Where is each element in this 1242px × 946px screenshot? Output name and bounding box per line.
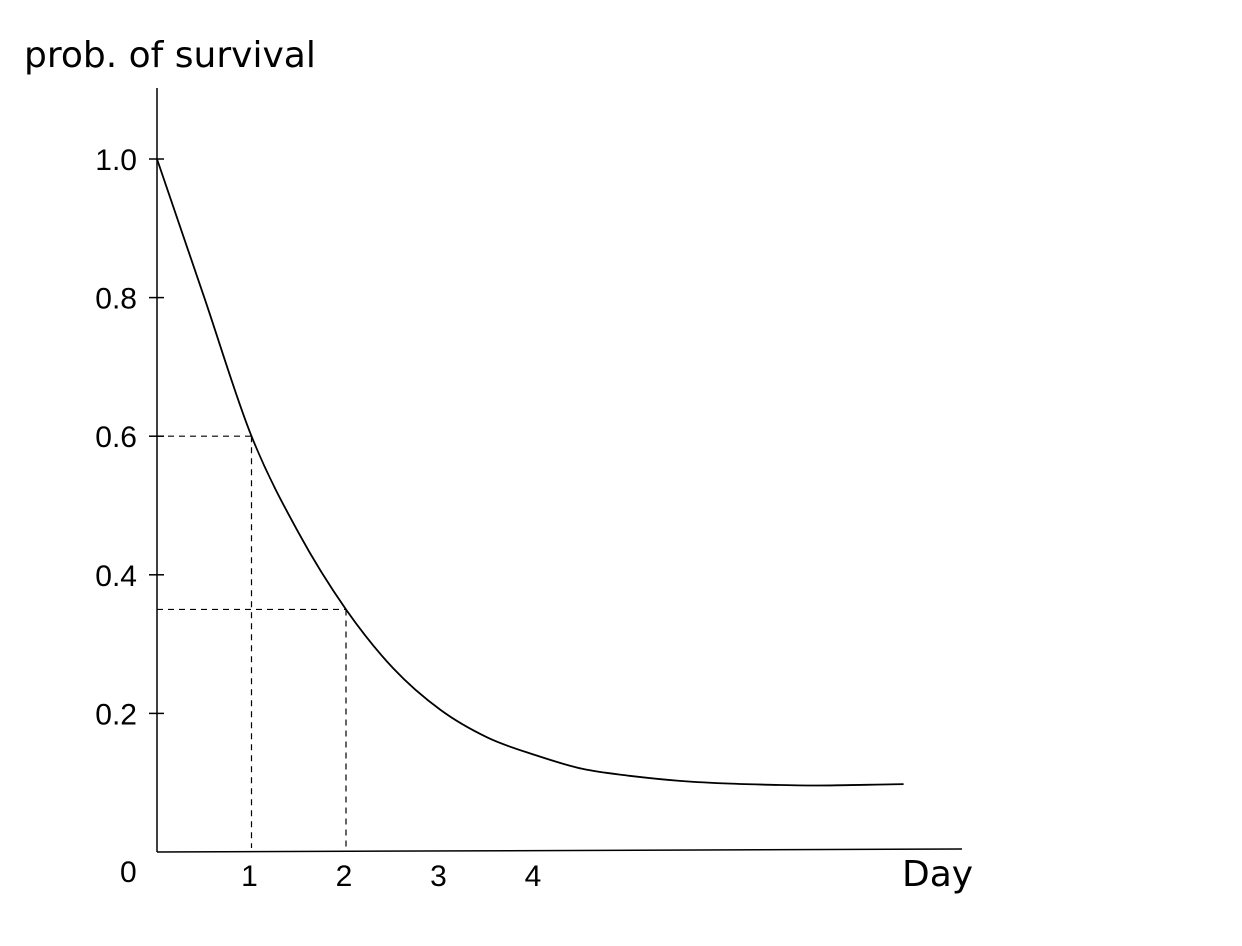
y-tick-label: 0.8	[95, 283, 137, 316]
x-tick-label: 2	[336, 860, 353, 893]
origin-label: 0	[120, 856, 137, 889]
y-ticks: 0.2 0.4 0.6 0.8 1.0	[95, 144, 164, 731]
y-tick-label: 0.6	[95, 421, 137, 454]
y-tick-label: 0.4	[95, 560, 137, 593]
y-tick-label: 0.2	[95, 698, 137, 731]
x-tick-label: 4	[525, 860, 542, 893]
survival-curve-line	[156, 158, 904, 787]
x-ticks: 1 2 3 4	[241, 860, 541, 893]
x-tick-label: 1	[241, 860, 258, 893]
chart-axes	[156, 88, 963, 853]
x-tick-label: 3	[430, 860, 447, 893]
y-tick-label: 1.0	[95, 144, 137, 177]
y-axis-title: prob. of survival	[24, 35, 316, 76]
x-axis	[156, 848, 963, 853]
reference-lines	[157, 435, 347, 848]
x-axis-title: Day	[902, 854, 973, 895]
